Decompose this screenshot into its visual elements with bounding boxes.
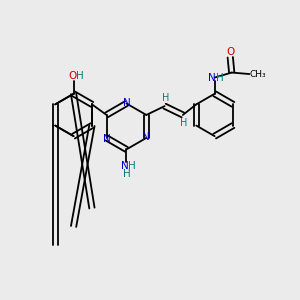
Text: O: O [226,47,234,57]
Text: H: H [180,118,188,128]
Text: H: H [162,93,169,103]
Text: N: N [142,132,150,142]
Text: H: H [128,161,136,172]
Text: CH₃: CH₃ [250,70,266,79]
Text: H: H [216,73,224,82]
Text: N: N [121,161,128,172]
Text: N: N [123,98,130,108]
Text: H: H [124,169,131,179]
Text: N: N [103,134,110,144]
Text: H: H [76,71,83,81]
Text: N: N [208,73,216,82]
Text: O: O [68,71,76,81]
